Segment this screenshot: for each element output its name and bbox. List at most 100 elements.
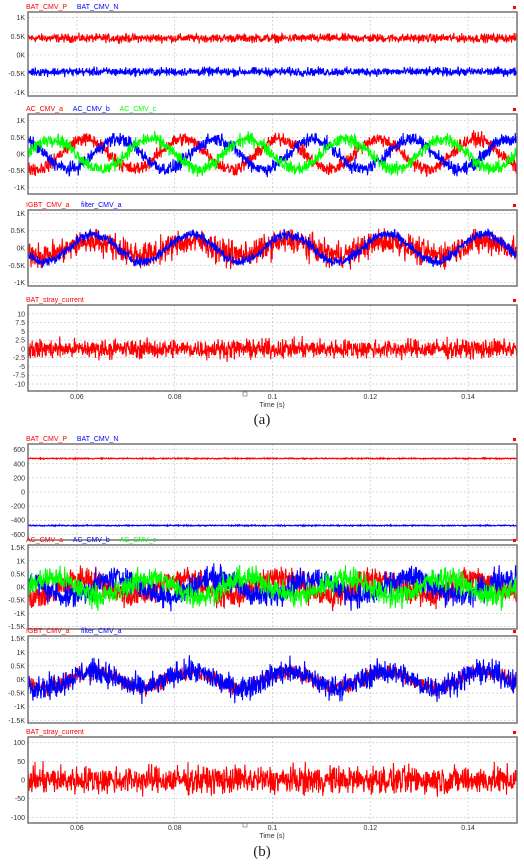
y-tick-label: -50 [15, 796, 25, 803]
panel-marker [513, 731, 516, 734]
panel-6: 1.5K 1K 0.5K 0K -0.5K -1K -1.5K AC_CMV_a AC_CMV_… [8, 537, 518, 631]
series-line-AC_CMV_c [28, 564, 517, 611]
panel-3: 1K 0.5K 0K -0.5K -1K IGBT_CMV_a filter_CMV_a [8, 202, 518, 287]
x-tick-label: 0.14 [461, 394, 475, 401]
y-tick-label: 2.5 [15, 338, 25, 345]
series-line-BAT_stray_current [28, 761, 517, 797]
x-tick-label: 0.06 [70, 394, 84, 401]
panel-marker [513, 630, 516, 633]
y-tick-label: 1K [16, 558, 25, 565]
series-line-filter_CMV_a [28, 228, 517, 268]
y-tick-label: -2.5 [13, 355, 25, 362]
y-tick-label: 0 [21, 778, 25, 785]
panel-marker [513, 299, 516, 302]
legend-entry: BAT_CMV_N [77, 436, 119, 443]
y-tick-label: 1K [16, 118, 25, 125]
series-line-BAT_stray_current [28, 335, 517, 363]
legend-entry: AC_CMV_c [120, 537, 157, 544]
x-axis-label: Time (s) [259, 402, 284, 409]
x-tick-label: 0.12 [363, 394, 377, 401]
plot-frame [27, 736, 518, 824]
x-tick-label: 0.08 [168, 394, 182, 401]
y-tick-label: 0.5K [11, 228, 26, 235]
legend-entry: IGBT_CMV_a [26, 628, 70, 635]
y-tick-label: -0.5K [8, 691, 25, 698]
y-tick-label: 1K [16, 15, 25, 22]
y-tick-label: 7.5 [15, 320, 25, 327]
y-tick-label: -1K [14, 90, 25, 97]
series-line-filter_CMV_a [28, 655, 517, 704]
x-tick-label: 0.14 [461, 825, 475, 832]
y-tick-label: 0K [16, 246, 25, 253]
panel-1: 1K 0.5K 0K -0.5K -1K BAT_CMV_P BAT_CMV_N [8, 4, 518, 97]
y-tick-label: 0K [16, 152, 25, 159]
panel-marker [513, 204, 516, 207]
y-tick-label: 0K [16, 52, 25, 59]
x-tick-label: 0.1 [268, 394, 278, 401]
legend-entry: BAT_CMV_N [77, 4, 119, 11]
y-tick-label: 0 [21, 346, 25, 353]
y-tick-label: -100 [11, 815, 25, 822]
y-tick-label: 0.5K [11, 663, 26, 670]
y-tick-label: 600 [13, 447, 25, 454]
series-line-AC_CMV_a [28, 130, 517, 177]
panel-8: 100 50 0 -50 -100 BAT_stray_current [11, 729, 518, 824]
plot-frame [27, 443, 518, 541]
plot-frame [27, 11, 518, 97]
figure-caption: (b) [253, 844, 271, 860]
y-tick-label: 400 [13, 461, 25, 468]
y-tick-label: -1.5K [8, 624, 25, 631]
y-tick-label: 0K [16, 585, 25, 592]
y-tick-label: -0.5K [8, 71, 25, 78]
legend-entry: filter_CMV_a [81, 628, 122, 635]
y-tick-label: -1K [14, 704, 25, 711]
panel-7: 1.5K 1K 0.5K 0K -0.5K -1K -1.5K IGBT_CMV_a filte… [8, 628, 518, 725]
x-tick-label: 0.08 [168, 825, 182, 832]
legend-entry: AC_CMV_b [73, 106, 110, 113]
series-line-AC_CMV_c [28, 130, 517, 177]
y-tick-label: -0.5K [8, 263, 25, 270]
plot-frame [27, 113, 518, 195]
plot-frame [27, 635, 518, 724]
plot-frame [27, 209, 518, 287]
y-tick-label: -0.5K [8, 168, 25, 175]
x-tick-label: 0.12 [363, 825, 377, 832]
y-tick-label: -1.5K [8, 718, 25, 725]
y-tick-label: 50 [17, 759, 25, 766]
panel-marker [513, 6, 516, 9]
y-tick-label: 200 [13, 475, 25, 482]
y-tick-label: 0K [16, 677, 25, 684]
cursor-marker [242, 822, 248, 828]
y-tick-label: -5 [19, 364, 25, 371]
y-tick-label: 0.5K [11, 34, 26, 41]
y-tick-label: 1K [16, 650, 25, 657]
figure-caption: (a) [254, 412, 271, 428]
y-tick-label: -1K [14, 611, 25, 618]
y-tick-label: -0.5K [8, 598, 25, 605]
panel-marker [513, 438, 516, 441]
series-line-BAT_CMV_N [28, 523, 517, 528]
y-tick-label: 5 [21, 329, 25, 336]
panel-4: 10 7.5 5 2.50 -2.5 -5 -7.5-10 BAT_stray_current [13, 297, 518, 392]
series-line-BAT_CMV_P [28, 31, 517, 45]
y-tick-label: -1K [14, 185, 25, 192]
legend-entry: BAT_CMV_P [26, 436, 67, 443]
y-tick-label: -1K [14, 280, 25, 287]
legend-entry: BAT_stray_current [26, 729, 84, 736]
y-tick-label: -400 [11, 518, 25, 525]
legend-entry: AC_CMV_b [73, 537, 110, 544]
y-tick-label: 1.5K [11, 636, 26, 643]
y-tick-label: 0.5K [11, 571, 26, 578]
panel-2: 1K 0.5K 0K -0.5K -1K AC_CMV_a AC_CMV_b AC_CMV_c [8, 106, 518, 195]
y-tick-label: -7.5 [13, 373, 25, 380]
plot-frame [27, 304, 518, 392]
y-tick-label: 100 [13, 740, 25, 747]
legend-entry: filter_CMV_a [81, 202, 122, 209]
series-line-BAT_CMV_N [28, 65, 517, 79]
y-tick-label: -600 [11, 532, 25, 539]
legend-entry: AC_CMV_c [120, 106, 157, 113]
y-tick-label: 10 [17, 311, 25, 318]
cursor-marker [242, 391, 248, 397]
